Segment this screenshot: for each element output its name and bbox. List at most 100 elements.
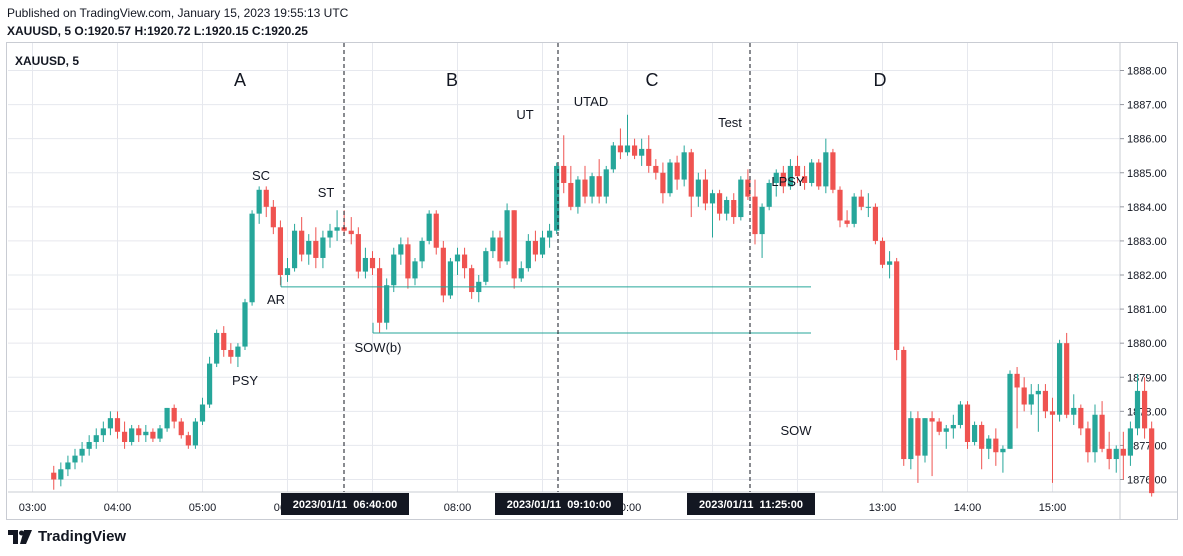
candle-body [646, 148, 652, 166]
candle-body [405, 244, 411, 279]
candle-body [206, 363, 213, 405]
candle-body [58, 469, 64, 480]
candle-body [943, 428, 949, 432]
candle-body [384, 285, 390, 323]
candle-body [199, 404, 206, 422]
candle-body [86, 442, 92, 449]
candle-body [837, 189, 843, 221]
candle-body [716, 193, 723, 214]
candle-body [249, 213, 255, 303]
candle-body [908, 418, 914, 460]
candle-body [497, 237, 503, 262]
price-tick-label: 1876.00 [1127, 475, 1167, 487]
wyckoff-annotation: SOW(b) [355, 340, 402, 355]
candle-body [546, 230, 553, 238]
candle-body [1127, 428, 1134, 456]
open-label: O: [74, 24, 88, 38]
ohlc-line: XAUUSD, 5 O:1920.57 H:1920.72 L:1920.15 … [7, 22, 348, 40]
candle-body [1099, 414, 1105, 449]
symbol-label: XAUUSD, 5 [7, 24, 72, 38]
candle-body [398, 244, 404, 255]
candle-body [164, 407, 170, 429]
price-tick-label: 1885.00 [1127, 168, 1167, 180]
candle-body [568, 182, 574, 207]
candle-body [1078, 407, 1084, 429]
candle-body [539, 237, 546, 255]
candle-body [816, 162, 822, 187]
candle-body [185, 435, 191, 446]
candle-body [525, 240, 531, 269]
candle-body [993, 438, 999, 453]
candle-body [724, 200, 730, 214]
candle-body [1007, 373, 1013, 449]
candle-body [412, 261, 418, 279]
brand-name: TradingView [38, 528, 127, 545]
candle-body [660, 172, 666, 194]
candle-body [433, 213, 439, 248]
open-value: 1920.57 [87, 24, 132, 38]
candle-body [1092, 414, 1098, 453]
wyckoff-annotation: PSY [232, 373, 258, 388]
candle-body [631, 145, 638, 156]
candle-body [334, 227, 340, 231]
phase-label: B [446, 70, 458, 90]
candle-body [277, 227, 284, 275]
candle-body [964, 404, 971, 443]
wyckoff-annotation: ST [318, 185, 335, 200]
candle-body [603, 169, 609, 197]
candle-body [532, 240, 539, 255]
candle-body [1000, 448, 1006, 453]
candle-body [554, 165, 560, 231]
candle-body [780, 172, 786, 187]
candle-body [766, 182, 772, 207]
candle-body [745, 179, 751, 197]
candle-body [362, 257, 369, 272]
candle-body [291, 230, 298, 269]
candle-body [610, 145, 616, 170]
candle-body [809, 162, 815, 183]
candle-body [306, 240, 312, 255]
candle-body [915, 418, 921, 456]
candle-body [1056, 343, 1063, 415]
candle-body [759, 206, 765, 235]
candle-body [129, 428, 135, 443]
candle-body [752, 196, 758, 235]
candle-body [228, 349, 234, 357]
candle-body [511, 210, 517, 279]
candle-body [1049, 411, 1056, 415]
tradingview-brand[interactable]: TradingView [8, 528, 126, 545]
price-tick-label: 1886.00 [1127, 134, 1167, 146]
candle-body [192, 421, 199, 446]
candle-body [440, 247, 446, 296]
chart-header: Published on TradingView.com, January 15… [7, 4, 348, 40]
candle-body [235, 346, 241, 357]
candle-body [327, 230, 333, 238]
time-highlight-label: 2023/01/11 09:10:00 [507, 499, 612, 511]
published-text: Published on TradingView.com, January 15… [7, 6, 349, 20]
candle-body [369, 257, 376, 269]
candle-body [504, 210, 510, 262]
price-tick-label: 1880.00 [1127, 338, 1167, 350]
wyckoff-annotation: LPSY [771, 174, 805, 189]
candle-body [688, 152, 694, 197]
close-label: C: [251, 24, 265, 38]
time-highlight-box [495, 493, 623, 515]
candle-body [957, 404, 964, 425]
candle-body [107, 418, 114, 429]
candle-body [1106, 448, 1112, 460]
price-tick-label: 1883.00 [1127, 236, 1167, 248]
candle-body [894, 261, 900, 350]
candle-body [313, 240, 319, 258]
candle-body [51, 472, 57, 480]
low-value: 1920.15 [205, 24, 249, 38]
candle-body [1042, 390, 1049, 412]
candle-body [787, 165, 794, 187]
wyckoff-annotation: SC [252, 168, 270, 183]
candle-body [872, 206, 879, 241]
candle-body [221, 332, 227, 350]
candle-body [639, 148, 645, 156]
candle-body [986, 438, 992, 449]
wyckoff-annotation: UT [516, 107, 533, 122]
candle-body [1064, 343, 1070, 415]
